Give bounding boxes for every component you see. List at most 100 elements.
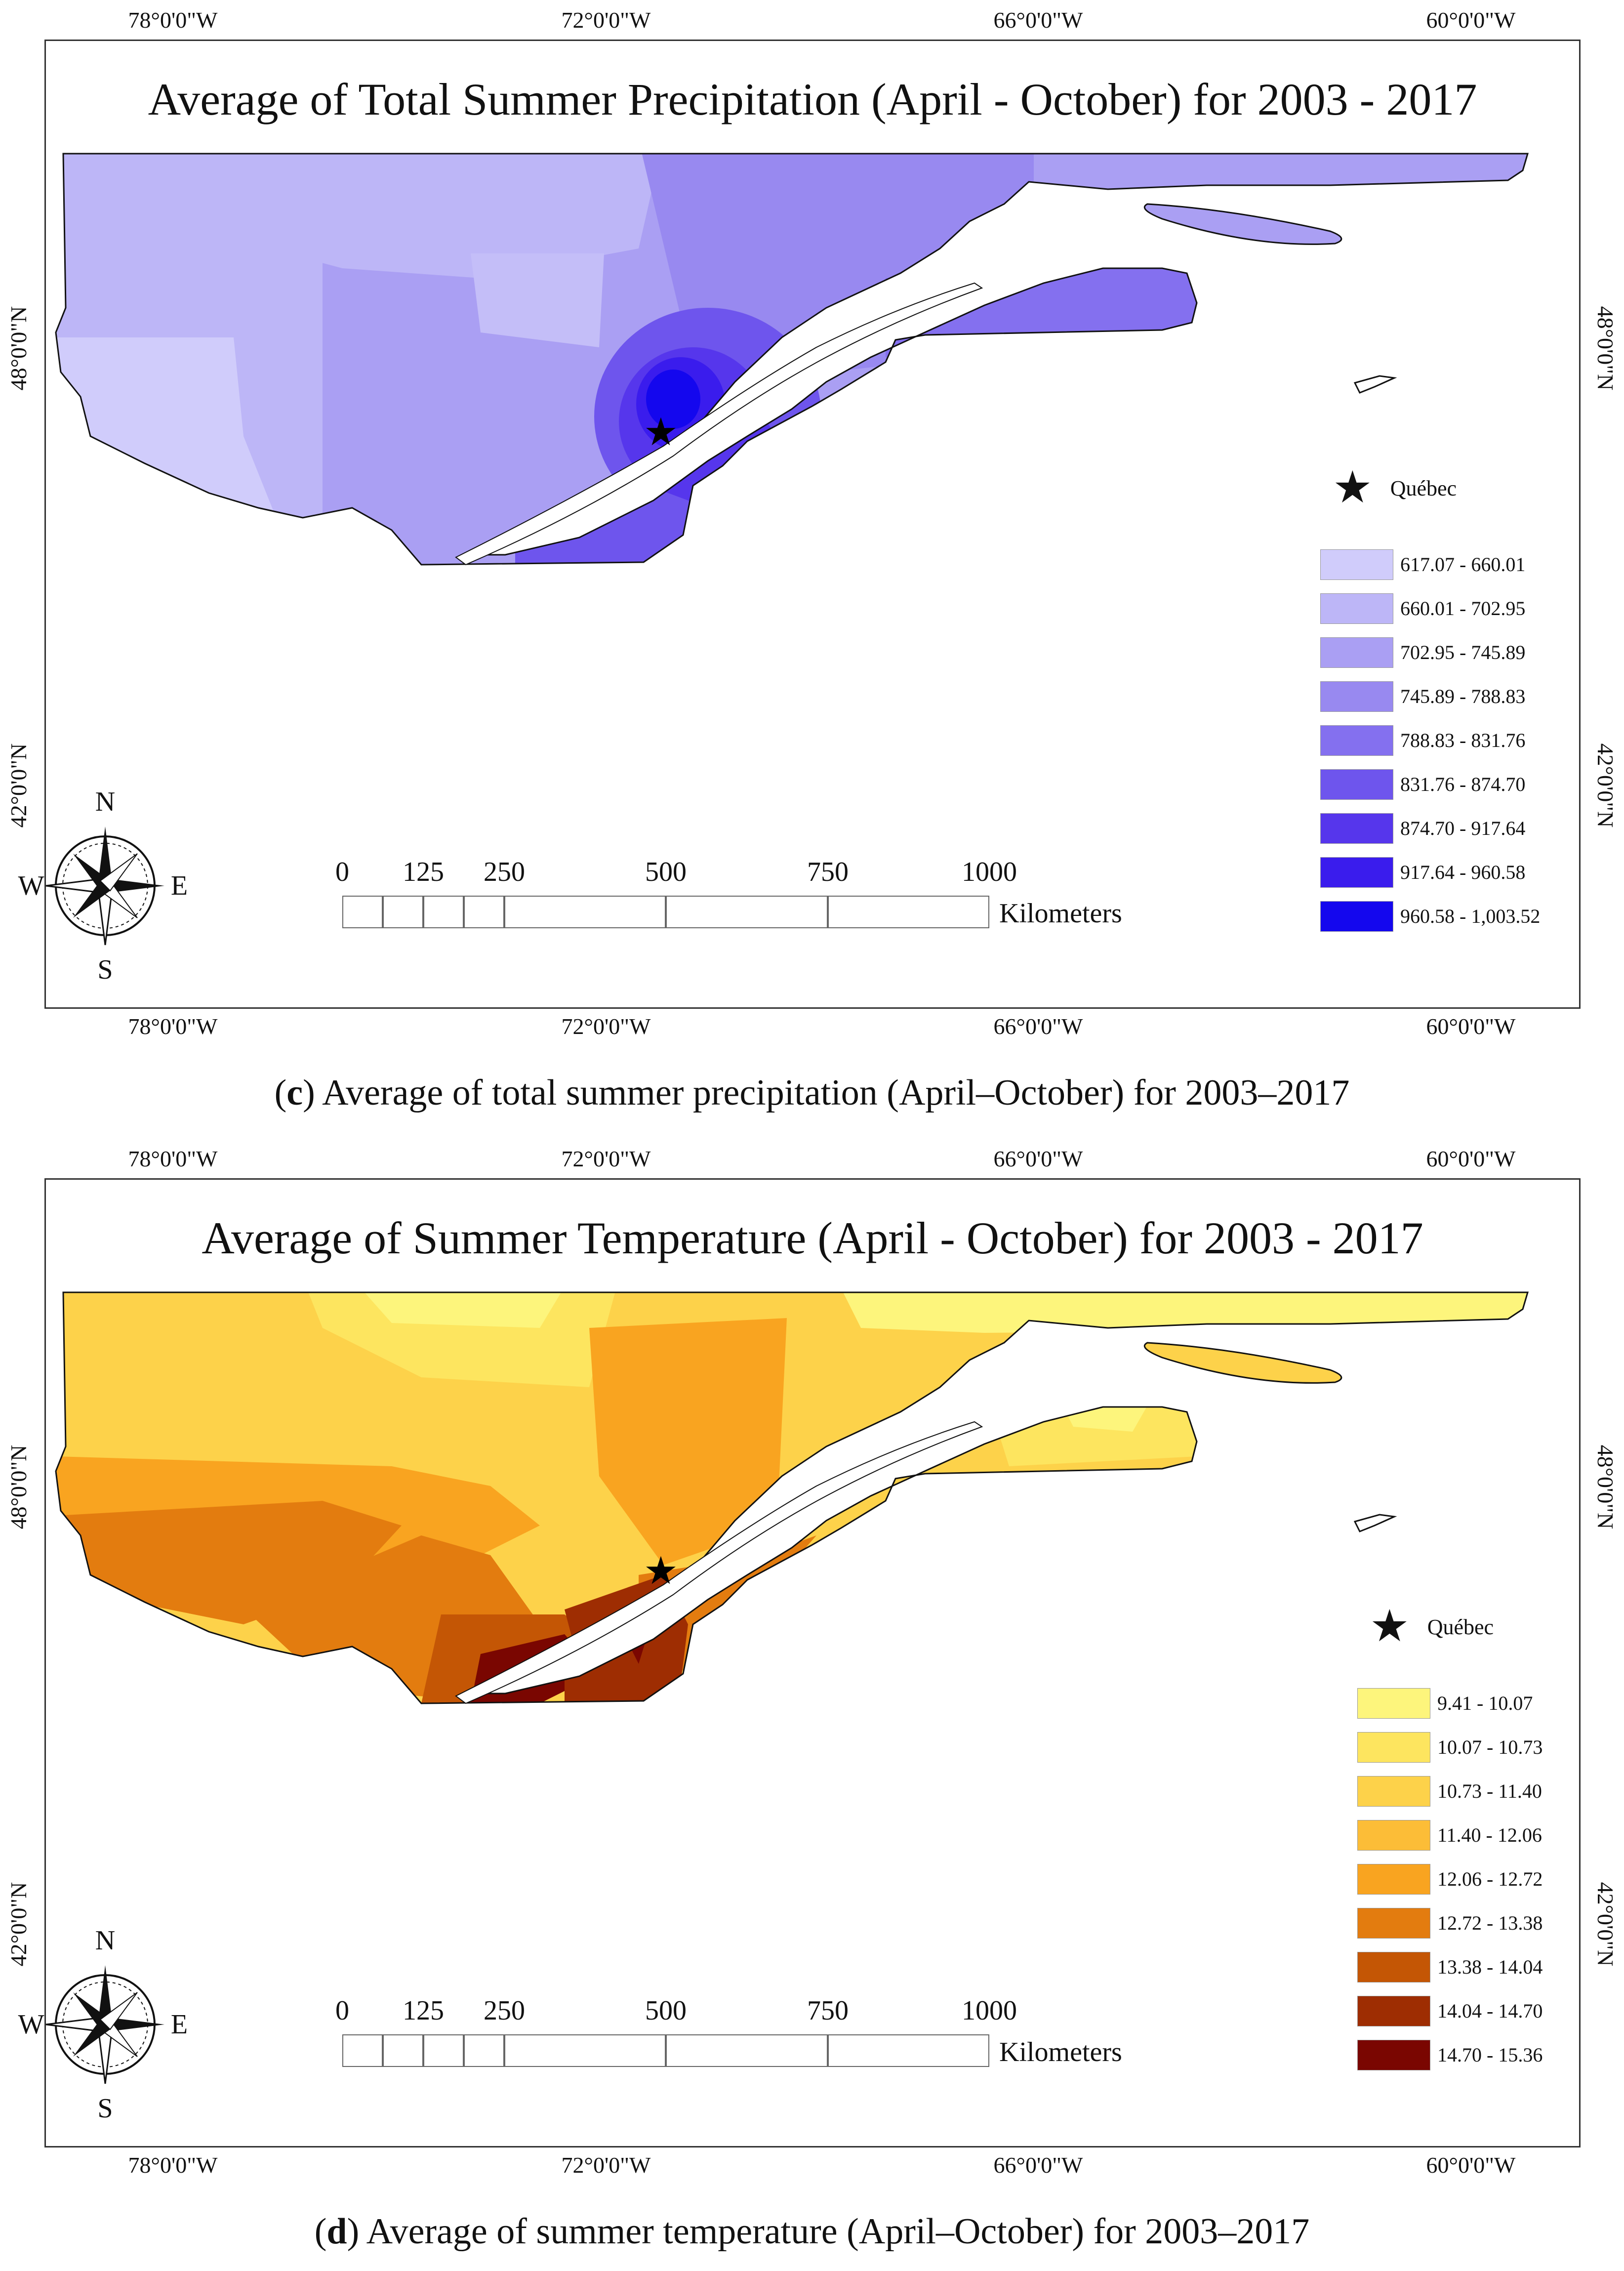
legend-label: 14.70 - 15.36	[1437, 2044, 1543, 2066]
legend-label: 12.06 - 12.72	[1437, 1868, 1543, 1890]
legend-item: 874.70 - 917.64	[1320, 806, 1540, 850]
lon-label-bottom: 66°0'0"W	[993, 1014, 1083, 1039]
legend-item: 745.89 - 788.83	[1320, 674, 1540, 718]
legend-label: 10.07 - 10.73	[1437, 1736, 1543, 1758]
scale-tick-label: 750	[807, 857, 849, 887]
legend-item: 14.04 - 14.70	[1357, 1989, 1543, 2033]
legend-item: 831.76 - 874.70	[1320, 762, 1540, 806]
legend-label: 12.72 - 13.38	[1437, 1912, 1543, 1934]
caption-text: Average of total summer precipitation (A…	[322, 1073, 1350, 1113]
legend-swatch	[1357, 1776, 1430, 1807]
scale-tick-label: 500	[645, 1995, 687, 2026]
scale-segment	[423, 2034, 464, 2067]
legend-item: 9.41 - 10.07	[1357, 1681, 1543, 1725]
compass-w-label: W	[18, 870, 44, 901]
lon-label-top: 78°0'0"W	[128, 1146, 218, 1171]
lon-label-top: 60°0'0"W	[1426, 7, 1516, 33]
legend-label: 960.58 - 1,003.52	[1400, 905, 1541, 927]
north-arrow: N S W E	[16, 786, 194, 985]
legend-swatch	[1320, 681, 1393, 712]
legend-swatch	[1357, 1951, 1430, 1982]
precipitation-panel: 78°0'0"W 72°0'0"W 66°0'0"W 60°0'0"W 48°0…	[6, 7, 1618, 1114]
legend-swatch	[1320, 769, 1393, 800]
quebec-city-marker: ★	[644, 411, 678, 454]
scale-bar: 0 125 250 500 750 1000 Kilometers	[335, 1995, 1231, 2074]
lon-label-bottom: 60°0'0"W	[1426, 2152, 1516, 2178]
compass-e-label: E	[170, 2009, 188, 2040]
compass-s-label: S	[97, 954, 113, 985]
north-arrow: N S W E	[16, 1925, 194, 2124]
map-frame: ★ Average of Total Summer Precipitation …	[18, 40, 1581, 1009]
map-frame: ★ Average of Summer Temperature (April -…	[18, 1178, 1581, 2147]
compass-n-label: N	[95, 786, 116, 817]
legend-swatch	[1357, 2039, 1430, 2070]
legend-label: 10.73 - 11.40	[1437, 1780, 1542, 1802]
legend-item: 788.83 - 831.76	[1320, 718, 1540, 762]
scale-segment	[464, 896, 504, 928]
legend-item: 13.38 - 14.04	[1357, 1945, 1543, 1989]
legend-label: 831.76 - 874.70	[1400, 773, 1526, 795]
legend-item: 12.06 - 12.72	[1357, 1857, 1543, 1901]
scale-segment	[342, 896, 383, 928]
scale-segment	[666, 2034, 828, 2067]
legend-label: 874.70 - 917.64	[1400, 817, 1526, 839]
caption-text: Average of summer temperature (April–Oct…	[366, 2211, 1310, 2252]
legend-item: 702.95 - 745.89	[1320, 630, 1540, 674]
lon-label-bottom: 66°0'0"W	[993, 2152, 1083, 2178]
compass-w-label: W	[18, 2009, 44, 2040]
legend-item: 14.70 - 15.36	[1357, 2033, 1543, 2077]
compass-s-label: S	[97, 2093, 113, 2124]
scale-segment	[464, 2034, 504, 2067]
legend-label: 745.89 - 788.83	[1400, 685, 1526, 707]
scale-tick-label: 1000	[962, 1995, 1017, 2026]
scale-unit: Kilometers	[999, 898, 1122, 929]
lon-label-top: 66°0'0"W	[993, 7, 1083, 33]
precipitation-map: ★	[55, 153, 1529, 566]
scale-tick-label: 250	[484, 857, 525, 887]
lon-label-bottom: 78°0'0"W	[128, 1014, 218, 1039]
legend-label: 14.04 - 14.70	[1437, 2000, 1543, 2022]
scale-segment	[383, 896, 423, 928]
legend-swatch	[1320, 593, 1393, 624]
legend: 617.07 - 660.01 660.01 - 702.95 702.95 -…	[1320, 542, 1540, 938]
legend-swatch	[1320, 725, 1393, 756]
lon-label-top: 72°0'0"W	[561, 1146, 651, 1171]
legend-label: 660.01 - 702.95	[1400, 597, 1526, 619]
legend-label: 11.40 - 12.06	[1437, 1824, 1542, 1846]
legend-item: 12.72 - 13.38	[1357, 1901, 1543, 1945]
legend-swatch	[1357, 1732, 1430, 1763]
scale-segment	[828, 2034, 989, 2067]
caption-letter: c	[286, 1073, 303, 1113]
legend-swatch	[1357, 1819, 1430, 1851]
map-title: Average of Total Summer Precipitation (A…	[148, 74, 1477, 124]
lon-label-top: 72°0'0"W	[561, 7, 651, 33]
scale-segment	[383, 2034, 423, 2067]
legend-swatch	[1357, 1688, 1430, 1719]
scale-segment	[666, 896, 828, 928]
compass-rose-icon	[45, 826, 164, 946]
lon-label-bottom: 72°0'0"W	[561, 2152, 651, 2178]
figure-caption: (d) Average of summer temperature (April…	[314, 2211, 1310, 2252]
map-title: Average of Summer Temperature (April - O…	[202, 1213, 1423, 1263]
lat-label-left: 48°0'0"N	[6, 306, 31, 391]
legend-swatch	[1320, 813, 1393, 844]
lon-label-top: 60°0'0"W	[1426, 1146, 1516, 1171]
legend-item: 917.64 - 960.58	[1320, 850, 1540, 894]
compass-e-label: E	[170, 870, 188, 901]
scale-tick-label: 500	[645, 857, 687, 887]
scale-segment	[828, 896, 989, 928]
legend-label: 617.07 - 660.01	[1400, 553, 1526, 576]
scale-segment	[423, 896, 464, 928]
legend-item: 11.40 - 12.06	[1357, 1813, 1543, 1857]
scale-tick-label: 750	[807, 1995, 849, 2026]
legend-swatch	[1320, 549, 1393, 580]
temperature-map: ★	[55, 1291, 1529, 1704]
quebec-legend-entry: ★ Québec	[1370, 1602, 1494, 1651]
figure-caption: (c) Average of total summer precipitatio…	[274, 1073, 1350, 1113]
legend-swatch	[1320, 857, 1393, 888]
legend-swatch	[1357, 1907, 1430, 1939]
star-icon: ★	[1370, 1602, 1410, 1651]
scale-tick-label: 1000	[962, 857, 1017, 887]
scale-tick-label: 250	[484, 1995, 525, 2026]
legend-swatch	[1320, 637, 1393, 668]
